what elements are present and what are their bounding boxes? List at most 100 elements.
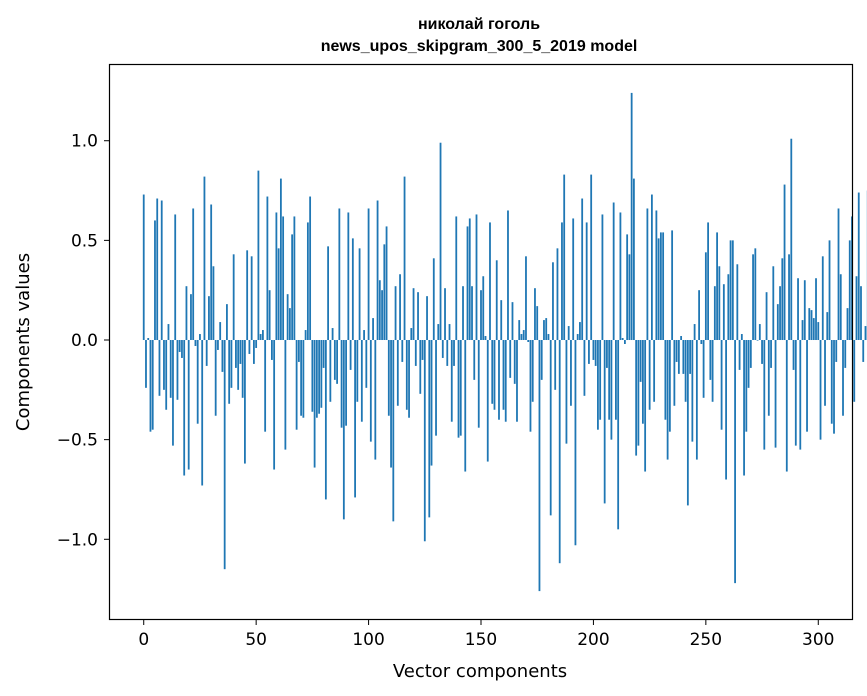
bar-255 <box>716 232 718 341</box>
bar-103 <box>374 340 377 460</box>
bar-166 <box>516 340 518 422</box>
bar-302 <box>821 256 824 341</box>
bar-233 <box>666 340 669 460</box>
bar-228 <box>655 210 658 340</box>
bar-235 <box>671 230 674 340</box>
bar-221 <box>639 340 642 382</box>
x-tick-label: 150 <box>465 630 497 650</box>
bar-168 <box>520 334 523 341</box>
bar-89 <box>342 340 345 520</box>
bar-154 <box>489 222 491 341</box>
bar-104 <box>376 200 379 341</box>
bar-227 <box>653 340 656 402</box>
bar-101 <box>369 340 372 442</box>
bar-204 <box>601 214 604 341</box>
bar-267 <box>743 340 745 476</box>
bar-60 <box>277 248 280 341</box>
bar-318 <box>857 192 860 341</box>
bar-258 <box>722 284 725 341</box>
bar-85 <box>333 340 336 380</box>
bar-312 <box>844 340 847 368</box>
bar-92 <box>349 340 352 370</box>
bar-195 <box>581 198 584 341</box>
bar-177 <box>540 340 543 380</box>
bar-193 <box>576 334 579 341</box>
bar-88 <box>340 340 343 428</box>
bar-57 <box>270 340 273 360</box>
bar-28 <box>205 340 208 366</box>
bar-52 <box>259 334 262 341</box>
bar-17 <box>181 340 183 358</box>
bar-124 <box>421 340 424 360</box>
bar-211 <box>617 340 620 530</box>
bar-269 <box>747 340 750 388</box>
bar-31 <box>212 266 215 340</box>
bar-150 <box>480 290 482 341</box>
bar-162 <box>507 210 509 340</box>
bar-164 <box>511 302 514 340</box>
bar-165 <box>513 340 516 384</box>
bar-72 <box>304 330 307 340</box>
bar-167 <box>518 320 521 341</box>
bar-156 <box>493 340 496 410</box>
bar-263 <box>734 340 736 584</box>
bar-303 <box>824 340 826 406</box>
bar-140 <box>457 340 460 438</box>
bar-245 <box>693 324 696 340</box>
bar-41 <box>235 340 237 368</box>
bar-18 <box>183 340 186 476</box>
bar-83 <box>329 340 332 402</box>
bar-317 <box>855 276 858 341</box>
bar-186 <box>561 222 563 341</box>
bar-244 <box>691 340 694 442</box>
x-tick-label: 50 <box>245 630 267 650</box>
bar-128 <box>430 340 433 466</box>
bar-51 <box>257 170 260 341</box>
bar-175 <box>536 306 539 341</box>
bar-230 <box>659 232 662 341</box>
bar-13 <box>172 340 174 446</box>
bar-305 <box>828 240 831 341</box>
bar-234 <box>668 340 671 432</box>
bar-40 <box>232 254 235 341</box>
bar-142 <box>462 286 464 341</box>
bar-143 <box>464 340 467 472</box>
bar-294 <box>803 280 806 340</box>
bar-73 <box>306 222 309 341</box>
bar-301 <box>819 340 822 440</box>
bar-292 <box>799 340 802 450</box>
bar-94 <box>354 340 356 498</box>
bar-58 <box>273 340 276 470</box>
bar-283 <box>779 286 781 341</box>
bar-232 <box>664 340 667 420</box>
bar-185 <box>558 340 561 564</box>
bar-4 <box>151 340 154 430</box>
bar-240 <box>682 340 685 374</box>
bar-170 <box>525 256 527 341</box>
y-tick-label: 0.0 <box>71 331 98 351</box>
bar-133 <box>441 340 444 358</box>
bar-243 <box>689 340 692 374</box>
bar-146 <box>471 286 473 341</box>
bar-215 <box>626 234 629 341</box>
y-tick-label: −1.0 <box>57 530 98 550</box>
bar-36 <box>223 340 226 570</box>
bar-44 <box>241 340 244 398</box>
bar-71 <box>302 340 305 418</box>
y-axis-label: Components values <box>13 253 34 431</box>
bar-137 <box>450 340 453 422</box>
bar-231 <box>662 232 665 341</box>
bar-181 <box>549 340 552 516</box>
bar-68 <box>295 340 298 430</box>
bar-145 <box>468 218 471 341</box>
bar-254 <box>713 286 716 341</box>
x-tick-label: 0 <box>138 630 149 650</box>
x-axis-label: Vector components <box>393 661 567 682</box>
bar-247 <box>698 290 700 341</box>
bar-256 <box>718 266 721 340</box>
x-tick-label: 300 <box>802 630 834 650</box>
bar-74 <box>309 196 312 341</box>
bar-149 <box>477 340 480 428</box>
bar-265 <box>738 340 741 370</box>
bar-50 <box>255 340 258 348</box>
